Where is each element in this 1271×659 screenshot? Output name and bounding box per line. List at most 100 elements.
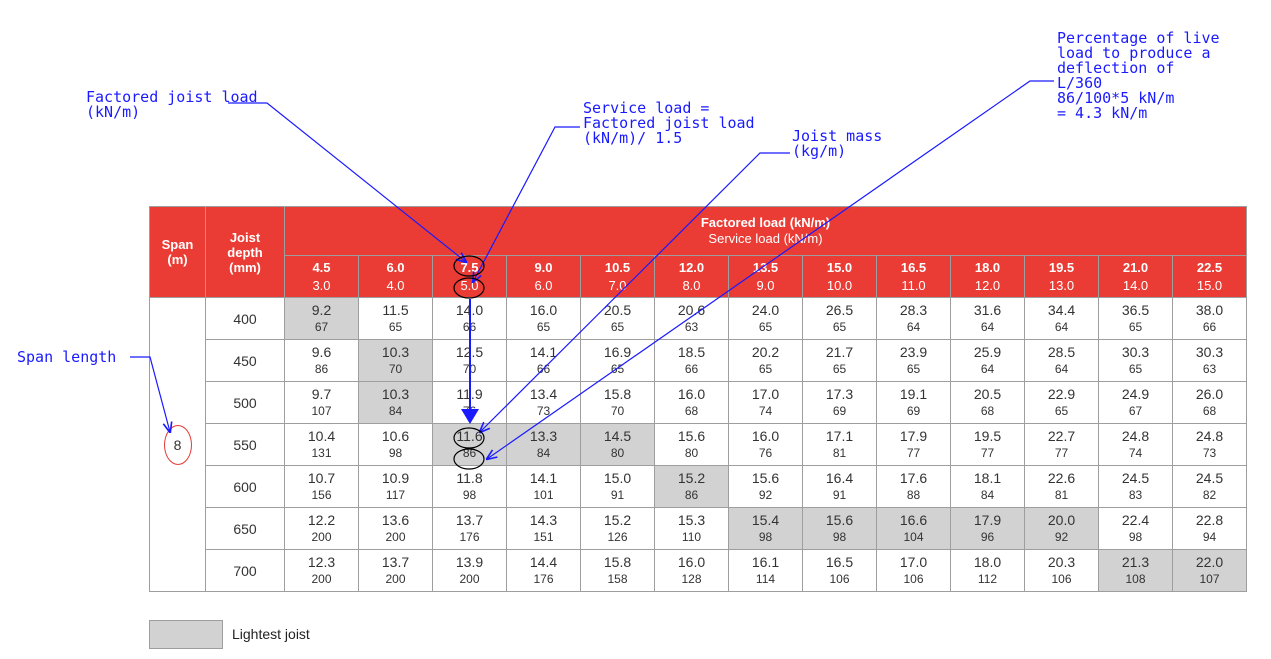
factored-capacity-value: 17.0 — [751, 385, 780, 402]
joist-mass-value: 65 — [758, 319, 773, 334]
table-cell: 14.3 151 — [506, 507, 581, 550]
joist-depth-header: Joist depth (mm) — [205, 206, 285, 298]
joist-mass-value: 101 — [533, 487, 554, 502]
joist-mass-value: 83 — [1128, 487, 1143, 502]
joist-mass-value: 92 — [1054, 529, 1069, 544]
factored-capacity-value: 34.4 — [1047, 301, 1076, 318]
joist-mass-value: 88 — [906, 487, 921, 502]
factored-capacity-value: 15.8 — [603, 553, 632, 570]
table-row: 8 400 9.2 67 11.5 65 14.0 66 16.0 65 20.5 65 20.6 63 2… — [149, 297, 1247, 592]
table-cell: 16.0 128 — [654, 549, 729, 592]
factored-capacity-value: 15.2 — [677, 469, 706, 486]
table-cell: 31.6 64 — [950, 297, 1025, 340]
joist-mass-value: 86 — [314, 361, 329, 376]
lightest-joist-cell: 20.0 92 — [1024, 507, 1099, 550]
service-load-value: 14.0 — [1122, 277, 1149, 293]
load-column-header: 21.0 14.0 — [1098, 255, 1173, 298]
lightest-joist-cell: 21.3 108 — [1098, 549, 1173, 592]
joist-mass-value: 67 — [314, 319, 329, 334]
table-row: 550 10.4 131 10.6 98 11.6 86 13.3 84 14.5 80 15.6 80… — [150, 423, 1247, 466]
table-cell: 20.6 63 — [654, 297, 729, 340]
factored-capacity-value: 31.6 — [973, 301, 1002, 318]
table-cell: 10.7 156 — [284, 465, 359, 508]
joist-mass-value: 65 — [1128, 361, 1143, 376]
highlight-circle-cell-11-6 — [453, 427, 485, 449]
factored-capacity-value: 9.6 — [311, 343, 332, 360]
joist-mass-value: 67 — [1128, 403, 1143, 418]
factored-joist-load-annotation: Factored joist load (kN/m) — [86, 88, 258, 121]
joist-mass-value: 80 — [610, 445, 625, 460]
leader-joist-mass — [480, 152, 790, 432]
factored-load-value: 18.0 — [974, 259, 1001, 275]
joist-mass-value: 65 — [832, 319, 847, 334]
joist-load-table: Span (m) Joist depth (mm) Factored load … — [149, 206, 1247, 592]
factored-capacity-value: 13.7 — [381, 553, 410, 570]
table-cell: 15.8 158 — [580, 549, 655, 592]
factored-capacity-value: 22.9 — [1047, 385, 1076, 402]
table-cell: 30.3 65 — [1098, 339, 1173, 382]
factored-load-value: 21.0 — [1122, 259, 1149, 275]
table-row: 600 10.7 156 10.9 117 11.8 98 14.1 101 15.0 91 15.2… — [150, 465, 1247, 508]
joist-mass-value: 126 — [607, 529, 628, 544]
joist-mass-value: 91 — [610, 487, 625, 502]
table-cell: 22.9 65 — [1024, 381, 1099, 424]
joist-mass-value: 65 — [906, 361, 921, 376]
joist-mass-value: 64 — [1054, 319, 1069, 334]
joist-mass-value: 73 — [1202, 445, 1217, 460]
factored-capacity-value: 12.3 — [307, 553, 336, 570]
joist-mass-value: 86 — [684, 487, 699, 502]
span-header: Span (m) — [149, 206, 206, 298]
joist-mass-value: 68 — [980, 403, 995, 418]
highlight-circle-service-5-0 — [453, 277, 485, 299]
joist-mass-value: 108 — [1125, 571, 1146, 586]
table-row: 650 12.2 200 13.6 200 13.7 176 14.3 151 15.2 126 15… — [150, 507, 1247, 550]
factored-capacity-value: 22.0 — [1195, 553, 1224, 570]
factored-capacity-value: 9.7 — [311, 385, 332, 402]
joist-mass-value: 176 — [459, 529, 480, 544]
joist-mass-value: 94 — [1202, 529, 1217, 544]
joist-mass-value: 66 — [1202, 319, 1217, 334]
table-row: 5009.710710.38411.97613.47315.87016.0681… — [150, 381, 1247, 424]
load-column-header: 4.5 3.0 — [284, 255, 359, 298]
factored-load-value: 22.5 — [1196, 259, 1223, 275]
table-cell: 13.9 200 — [432, 549, 507, 592]
factored-capacity-value: 23.9 — [899, 343, 928, 360]
table-cell: 15.2 126 — [580, 507, 655, 550]
table-cell: 13.6 200 — [358, 507, 433, 550]
factored-capacity-value: 17.1 — [825, 427, 854, 444]
factored-capacity-value: 15.6 — [677, 427, 706, 444]
joist-mass-value: 91 — [832, 487, 847, 502]
lightest-joist-cell: 10.3 84 — [358, 381, 433, 424]
factored-capacity-value: 26.5 — [825, 301, 854, 318]
span-length-annotation: Span length — [17, 348, 117, 366]
factored-capacity-value: 12.2 — [307, 511, 336, 528]
joist-mass-value: 131 — [311, 445, 332, 460]
table-cell: 18.5 66 — [654, 339, 729, 382]
table-cell: 24.5 82 — [1172, 465, 1247, 508]
table-cell: 17.0 74 — [728, 381, 803, 424]
factored-capacity-value: 14.5 — [603, 427, 632, 444]
joist-mass-value: 77 — [980, 445, 995, 460]
factored-capacity-value: 13.7 — [455, 511, 484, 528]
joist-mass-value: 66 — [684, 361, 699, 376]
factored-load-value: 10.5 — [604, 259, 631, 275]
joist-mass-value: 73 — [536, 403, 551, 418]
table-cell: 28.3 64 — [876, 297, 951, 340]
leader-span-length — [130, 356, 170, 432]
joist-mass-value: 176 — [533, 571, 554, 586]
factored-capacity-value: 17.9 — [973, 511, 1002, 528]
joist-mass-value: 112 — [977, 571, 998, 586]
factored-capacity-value: 20.2 — [751, 343, 780, 360]
joist-mass-value: 65 — [1128, 319, 1143, 334]
leader-factored-joist-load — [228, 102, 466, 262]
joist-mass-value: 74 — [758, 403, 773, 418]
table-cell: 15.3 110 — [654, 507, 729, 550]
table-cell: 36.5 65 — [1098, 297, 1173, 340]
factored-capacity-value: 20.5 — [973, 385, 1002, 402]
joist-mass-value: 69 — [906, 403, 921, 418]
table-cell: 15.6 92 — [728, 465, 803, 508]
table-cell: 10.6 98 — [358, 423, 433, 466]
highlight-circle-mass-86 — [453, 448, 485, 470]
legend-swatch — [149, 620, 223, 649]
joist-mass-value: 65 — [388, 319, 403, 334]
